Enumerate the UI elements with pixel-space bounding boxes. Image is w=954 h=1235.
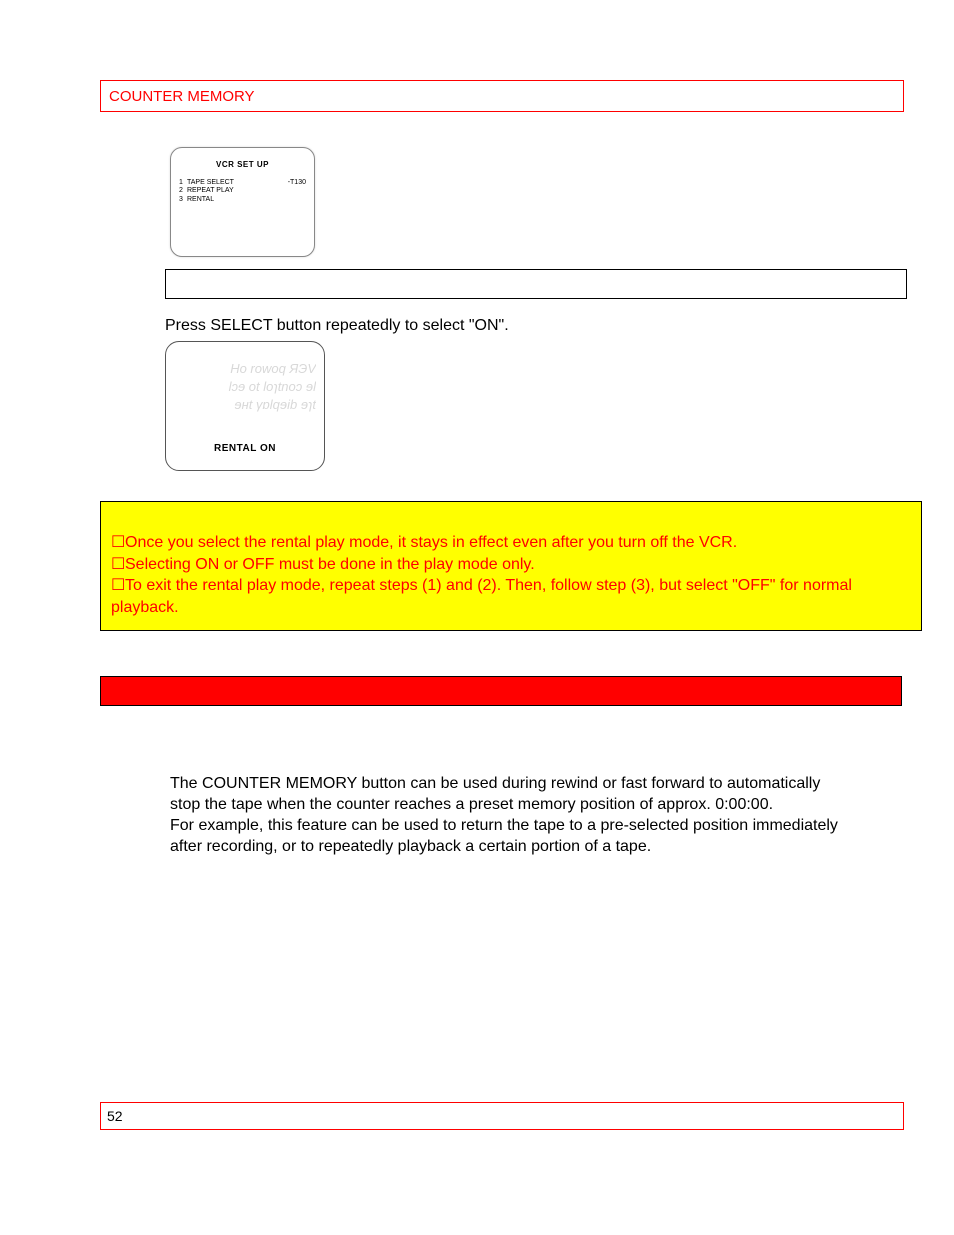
instruction-text: Press SELECT button repeatedly to select…: [165, 317, 904, 335]
vcr-setup-title: VCR SET UP: [179, 160, 306, 169]
footer-box: 52: [100, 1102, 904, 1130]
vcr-setup-figure: VCR SET UP 1 TAPE SELECT -T130 2 REPEAT …: [170, 147, 315, 257]
note-item: ☐Once you select the rental play mode, i…: [111, 532, 911, 554]
row-num: 1: [179, 179, 187, 187]
note-bullet: ☐: [111, 554, 125, 576]
note-text: Once you select the rental play mode, it…: [125, 534, 737, 551]
page-number: 52: [107, 1108, 123, 1124]
body-paragraph: The COUNTER MEMORY button can be used du…: [170, 774, 850, 816]
vcr-setup-row: 1 TAPE SELECT -T130: [179, 179, 306, 187]
section-divider-bar: [100, 676, 902, 706]
note-bullet: ☐: [111, 575, 125, 597]
ghost-line: lɔɘ ot loɿtnoɔ ɘl: [174, 378, 316, 396]
page: COUNTER MEMORY VCR SET UP 1 TAPE SELECT …: [0, 0, 954, 1235]
header-title: COUNTER MEMORY: [109, 88, 255, 105]
vcr-setup-rows: 1 TAPE SELECT -T130 2 REPEAT PLAY 3 RENT…: [179, 179, 306, 204]
body-text: The COUNTER MEMORY button can be used du…: [170, 774, 850, 857]
rental-on-label: RENTAL ON: [166, 443, 324, 454]
rental-on-figure: Ho rowoq ЯЭV lɔɘ ot loɿtnoɔ ɘl ɘʜt γɒlqɘ…: [165, 341, 325, 471]
row-label: REPEAT PLAY: [187, 187, 306, 195]
vcr-setup-row: 2 REPEAT PLAY: [179, 187, 306, 195]
ghost-line: ɘʜt γɒlqɘib ɘɿt: [174, 396, 316, 414]
note-text: Selecting ON or OFF must be done in the …: [125, 556, 535, 573]
empty-step-box: [165, 269, 907, 299]
row-label: RENTAL: [187, 196, 306, 204]
ghost-line: Ho rowoq ЯЭV: [174, 360, 316, 378]
note-item: ☐To exit the rental play mode, repeat st…: [111, 575, 911, 618]
note-bullet: ☐: [111, 532, 125, 554]
vcr-setup-row: 3 RENTAL: [179, 196, 306, 204]
row-label: TAPE SELECT: [187, 179, 288, 187]
notes-box: ☐Once you select the rental play mode, i…: [100, 501, 922, 631]
row-num: 3: [179, 196, 187, 204]
row-num: 2: [179, 187, 187, 195]
row-value: -T130: [288, 179, 306, 187]
header-box: COUNTER MEMORY: [100, 80, 904, 112]
ghost-bleedthrough-text: Ho rowoq ЯЭV lɔɘ ot loɿtnoɔ ɘl ɘʜt γɒlqɘ…: [174, 360, 316, 415]
note-item: ☐Selecting ON or OFF must be done in the…: [111, 554, 911, 576]
body-paragraph: For example, this feature can be used to…: [170, 816, 850, 858]
note-text: To exit the rental play mode, repeat ste…: [111, 577, 852, 616]
